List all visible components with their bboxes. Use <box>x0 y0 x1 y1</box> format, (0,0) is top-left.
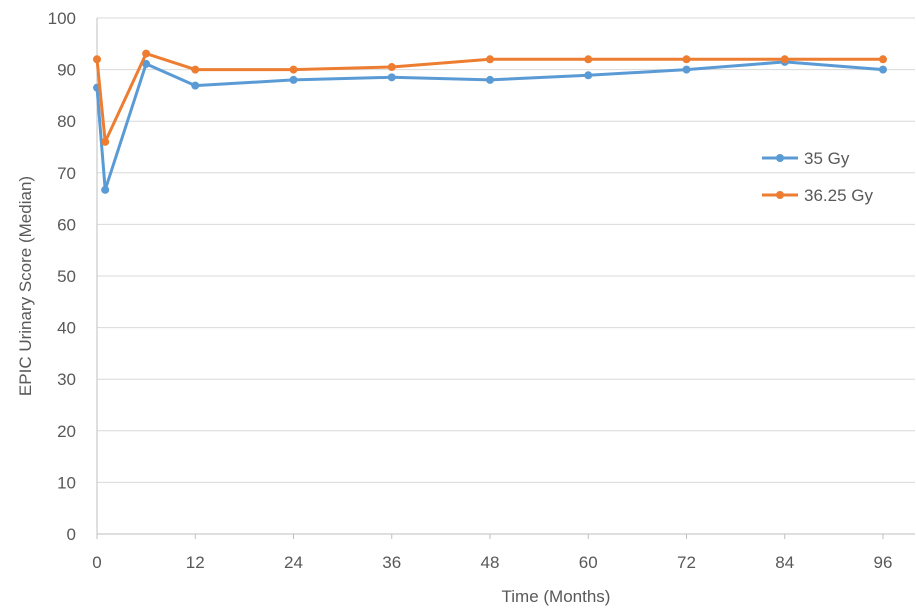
x-tick-label-7: 84 <box>775 553 794 572</box>
data-point-1-3 <box>191 65 200 74</box>
x-tick-label-6: 72 <box>677 553 696 572</box>
y-tick-label-3: 30 <box>57 370 76 389</box>
x-tick-label-0: 0 <box>92 553 101 572</box>
data-point-0-1 <box>101 185 110 194</box>
x-tick-label-5: 60 <box>579 553 598 572</box>
legend-label-0: 35 Gy <box>804 149 850 168</box>
y-tick-label-10: 100 <box>48 9 76 28</box>
y-tick-label-7: 70 <box>57 164 76 183</box>
data-point-0-5 <box>387 73 396 82</box>
legend-item-0: 35 Gy <box>762 149 850 168</box>
x-tick-label-8: 96 <box>874 553 893 572</box>
y-axis-title: EPIC Urinary Score (Median) <box>16 176 35 396</box>
x-tick-label-3: 36 <box>382 553 401 572</box>
legend-swatch-marker-0 <box>776 154 784 162</box>
data-point-0-8 <box>682 65 691 74</box>
legend-item-1: 36.25 Gy <box>762 186 873 205</box>
series-1 <box>93 49 887 146</box>
data-point-1-7 <box>584 55 593 64</box>
data-point-1-0 <box>93 55 101 64</box>
data-point-0-3 <box>191 81 200 90</box>
legend-swatch-marker-1 <box>776 191 784 199</box>
legend-label-1: 36.25 Gy <box>804 186 873 205</box>
x-tick-label-1: 12 <box>186 553 205 572</box>
data-point-1-6 <box>486 55 494 64</box>
data-point-1-1 <box>101 137 110 146</box>
data-point-1-10 <box>879 55 887 64</box>
y-tick-label-2: 20 <box>57 422 76 441</box>
data-point-0-6 <box>486 75 494 84</box>
series-line-1 <box>95 52 885 144</box>
legend: 35 Gy 36.25 Gy <box>762 149 873 205</box>
series-0 <box>93 57 887 194</box>
data-point-0-4 <box>289 75 298 84</box>
y-tick-label-6: 60 <box>57 215 76 234</box>
x-axis-ticks: 0 12 24 36 48 60 72 84 96 <box>92 534 892 572</box>
data-point-0-7 <box>584 71 593 80</box>
y-axis-ticks: 0 10 20 30 40 50 60 70 80 90 100 <box>48 9 76 544</box>
y-tick-label-1: 10 <box>57 473 76 492</box>
data-point-1-8 <box>682 55 691 64</box>
x-tick-label-4: 48 <box>481 553 500 572</box>
data-point-0-2 <box>142 59 151 68</box>
data-point-1-5 <box>387 63 396 72</box>
x-tick-label-2: 24 <box>284 553 303 572</box>
data-point-0-10 <box>879 65 887 74</box>
y-tick-label-8: 80 <box>57 112 76 131</box>
data-point-1-4 <box>289 65 298 74</box>
gridlines <box>97 17 915 483</box>
series-group <box>93 49 887 194</box>
y-tick-label-5: 50 <box>57 267 76 286</box>
data-point-1-9 <box>780 55 789 64</box>
x-axis-title: Time (Months) <box>502 587 611 606</box>
y-tick-label-4: 40 <box>57 319 76 338</box>
y-tick-label-0: 0 <box>67 525 76 544</box>
data-point-1-2 <box>142 49 151 58</box>
y-tick-label-9: 90 <box>57 61 76 80</box>
